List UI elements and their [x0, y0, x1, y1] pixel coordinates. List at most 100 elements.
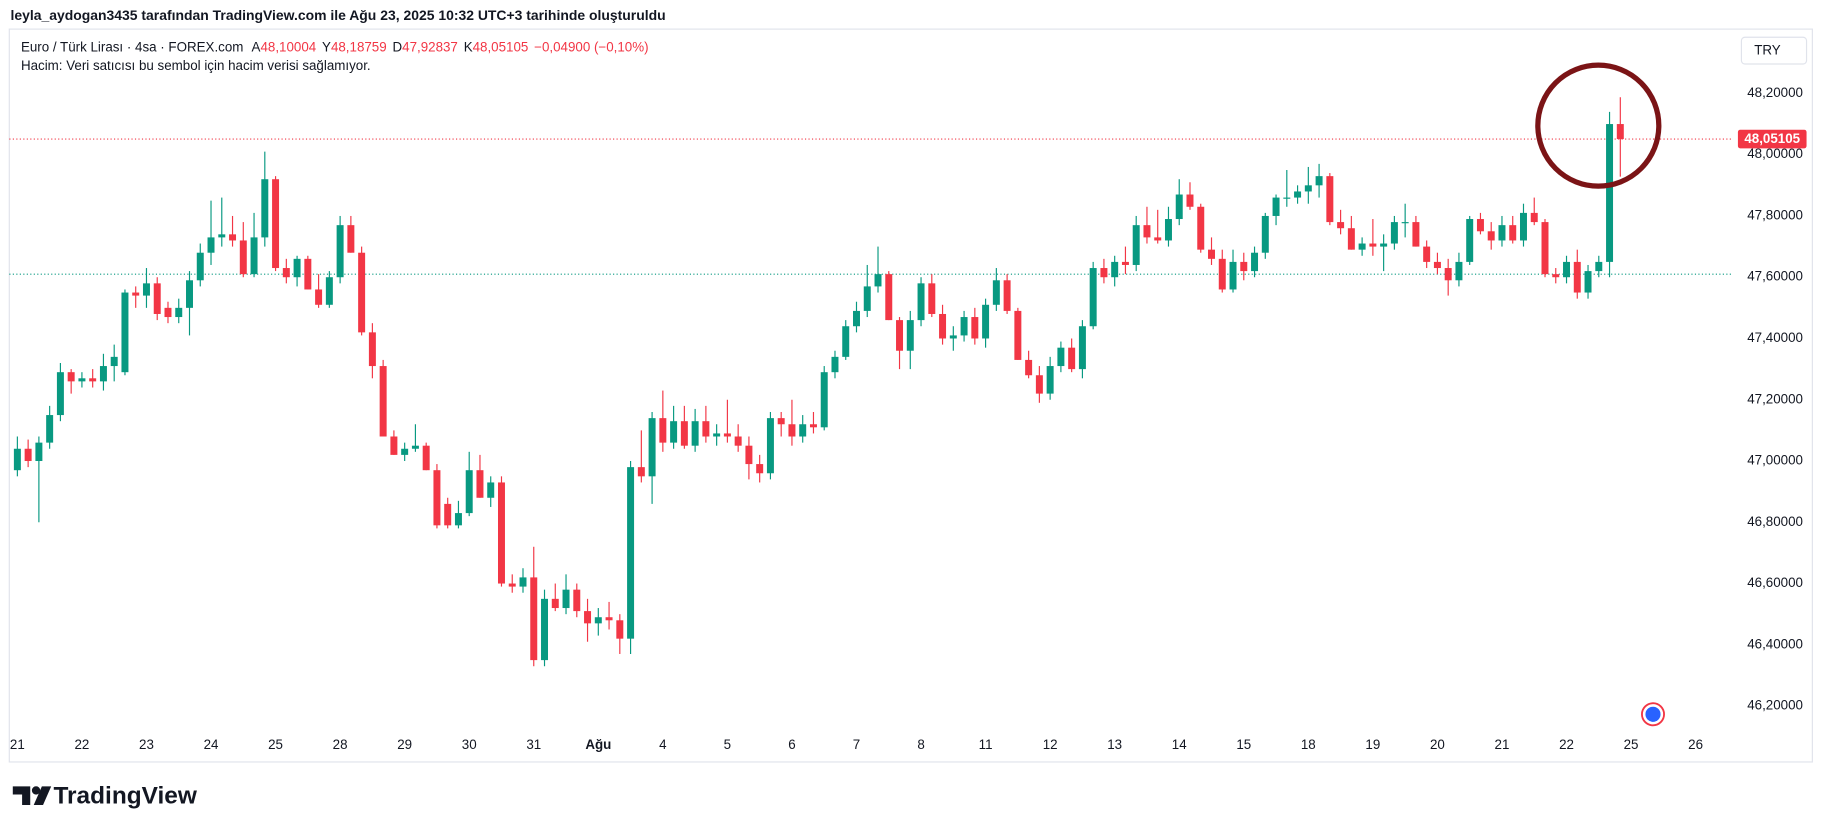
candle-body	[734, 436, 742, 446]
candle-body	[1530, 212, 1538, 223]
header-text: leyla_aydogan3435 tarafından TradingView…	[10, 7, 665, 23]
candle-body	[487, 482, 495, 498]
candle-body	[368, 332, 376, 367]
candle-body	[121, 292, 129, 373]
candle-body	[24, 448, 32, 462]
candle-body	[1498, 225, 1506, 241]
highlight-circle	[1535, 62, 1662, 189]
candle-body	[691, 421, 699, 446]
candle-body	[1035, 375, 1043, 394]
candle-body	[175, 307, 183, 318]
x-tick-label: Ağu	[585, 737, 611, 752]
legend-value: 47,92837	[402, 39, 458, 54]
candle-body	[670, 421, 678, 443]
candle-body	[56, 372, 64, 416]
candle-body	[756, 464, 764, 474]
candle-body	[627, 467, 635, 639]
candle-body	[1186, 194, 1194, 207]
logo-mark	[12, 786, 31, 806]
candle-body	[659, 418, 667, 443]
currency-label[interactable]: TRY	[1754, 43, 1781, 58]
candle-body	[1251, 252, 1259, 272]
x-tick-label: 21	[1495, 737, 1510, 752]
candle-body	[1541, 222, 1549, 275]
candle-body	[1272, 197, 1280, 216]
x-tick-label: 8	[917, 737, 924, 752]
candle-body	[1100, 268, 1108, 278]
candle-body	[1197, 206, 1205, 250]
x-tick-label: 31	[526, 737, 541, 752]
candle-body	[336, 225, 344, 278]
x-tick-label: 22	[1559, 737, 1574, 752]
candle-body	[476, 470, 484, 498]
x-tick-label: 7	[853, 737, 860, 752]
candle-body	[1089, 268, 1097, 327]
candle-body	[1595, 261, 1603, 272]
candle-body	[1132, 225, 1140, 265]
candle-body	[1315, 176, 1323, 186]
candle-body	[1208, 249, 1215, 259]
candle-body	[1229, 261, 1237, 290]
legend-value: 48,10004	[260, 39, 316, 54]
y-tick-label: 47,80000	[1747, 207, 1803, 222]
candle-body	[1057, 347, 1065, 367]
legend-key: K	[464, 39, 473, 54]
candle-body	[422, 445, 430, 471]
y-tick-label: 47,40000	[1747, 330, 1803, 345]
candle-body	[842, 326, 850, 357]
x-tick-label: 20	[1430, 737, 1445, 752]
candle-body	[594, 617, 602, 624]
candle-body	[1164, 219, 1172, 241]
candle-body	[282, 268, 290, 278]
x-tick-label: 29	[397, 737, 412, 752]
candle-body	[1175, 194, 1183, 220]
legend-value: 48,05105	[473, 39, 529, 54]
candle-body	[1552, 274, 1560, 278]
candle-body	[777, 418, 785, 425]
x-tick-label: 14	[1172, 737, 1187, 752]
candle-body	[1078, 326, 1086, 370]
plot: 46,20000 46,40000 46,60000 46,80000 47,00000…	[9, 85, 1807, 752]
candle-body	[304, 258, 312, 290]
candle-body	[67, 372, 75, 382]
candle-body	[99, 366, 107, 382]
candle-body	[13, 448, 21, 471]
candle-body	[1509, 225, 1517, 241]
currency-button[interactable]	[1740, 36, 1808, 65]
candle-body	[1121, 261, 1129, 265]
candle-body	[1423, 246, 1431, 262]
candle-body	[218, 234, 226, 238]
candle-body	[497, 482, 505, 584]
candle-body	[1014, 310, 1022, 360]
candle-body	[1606, 124, 1614, 262]
x-tick-label: 21	[10, 737, 25, 752]
candle-body	[1466, 219, 1474, 262]
candle-body	[605, 617, 613, 621]
x-tick-label: 13	[1107, 737, 1122, 752]
candle-body	[164, 307, 172, 318]
candle-body	[358, 252, 366, 333]
x-tick-label: 4	[659, 737, 667, 752]
candle-body	[1111, 261, 1119, 278]
candle-body	[1390, 222, 1398, 244]
candle-body	[1068, 347, 1076, 370]
candle-body	[229, 234, 237, 241]
candle-body	[1025, 359, 1033, 376]
candle-body	[551, 598, 559, 609]
candle-body	[853, 310, 860, 327]
candle-body	[971, 317, 979, 339]
y-tick-label: 47,20000	[1747, 391, 1803, 406]
x-tick-label: 6	[788, 737, 795, 752]
candle-body	[1337, 222, 1345, 229]
candle-body	[1616, 124, 1624, 140]
candle-body	[530, 577, 538, 661]
y-tick-label: 46,60000	[1747, 575, 1803, 590]
candle-body	[982, 304, 990, 339]
y-tick-label: 46,80000	[1747, 514, 1803, 529]
candle-body	[89, 378, 97, 382]
candle-body	[1003, 280, 1011, 311]
candle-body	[293, 258, 301, 278]
candle-body	[1433, 261, 1441, 269]
x-tick-label: 23	[139, 737, 154, 752]
